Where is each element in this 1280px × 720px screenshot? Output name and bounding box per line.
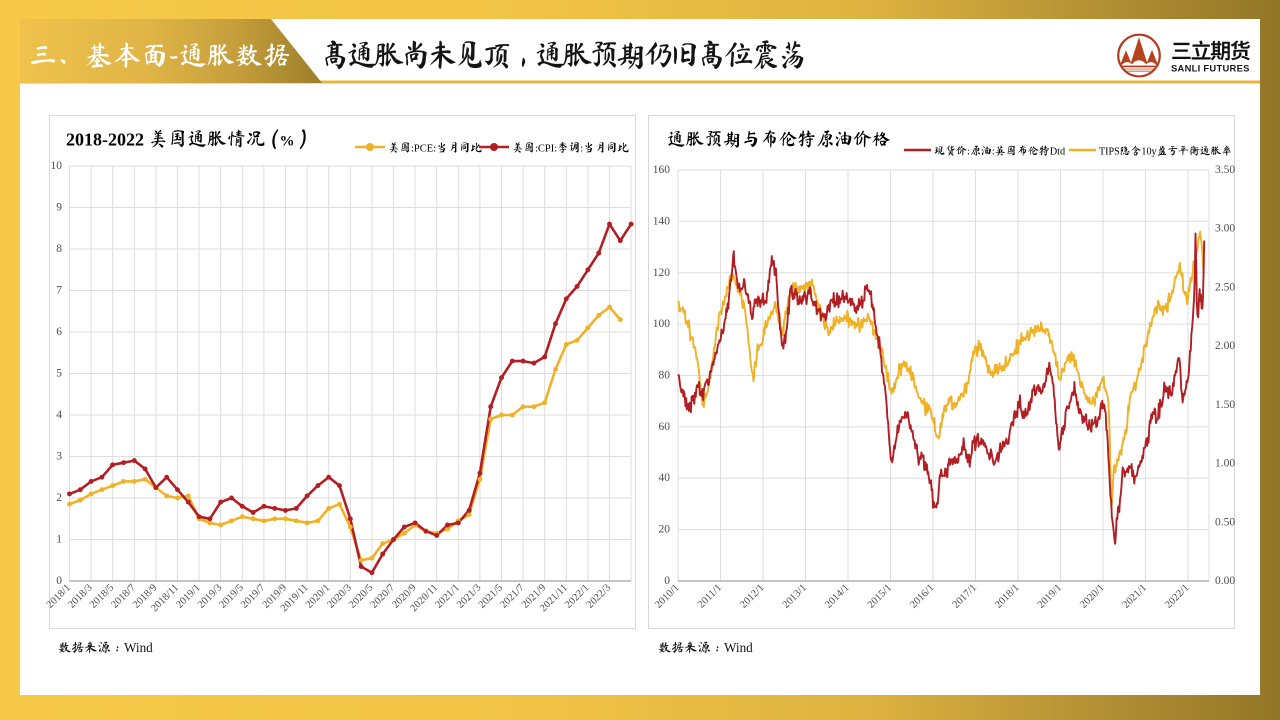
svg-text:120: 120 <box>653 267 671 279</box>
svg-text::PCE:: :PCE: <box>411 144 436 155</box>
svg-text:2011/1: 2011/1 <box>696 582 724 610</box>
svg-text:2016/1: 2016/1 <box>908 582 936 610</box>
svg-text:2014/1: 2014/1 <box>823 582 851 610</box>
svg-text:1: 1 <box>56 534 62 546</box>
svg-text:2.00: 2.00 <box>1215 340 1235 352</box>
svg-text:8: 8 <box>56 243 62 255</box>
svg-text:5: 5 <box>56 368 62 380</box>
svg-text:2018/1: 2018/1 <box>993 582 1021 610</box>
svg-text:2018-2022: 2018-2022 <box>66 130 144 150</box>
svg-text:3.50: 3.50 <box>1215 164 1235 176</box>
svg-text:2017/1: 2017/1 <box>951 582 979 610</box>
svg-text:60: 60 <box>659 421 671 433</box>
svg-text:10: 10 <box>51 160 63 172</box>
svg-text:40: 40 <box>659 472 671 484</box>
svg-text:2015/1: 2015/1 <box>866 582 894 610</box>
svg-text:0.50: 0.50 <box>1215 516 1235 528</box>
svg-text:0: 0 <box>56 575 62 587</box>
svg-text:3.00: 3.00 <box>1215 223 1235 235</box>
svg-text:140: 140 <box>653 215 671 227</box>
svg-text::: : <box>967 147 970 158</box>
svg-text::CPI:: :CPI: <box>535 144 557 155</box>
svg-text:0.00: 0.00 <box>1215 575 1235 587</box>
svg-text:Wind: Wind <box>124 640 153 655</box>
svg-text:10y: 10y <box>1141 147 1156 158</box>
svg-text:2.50: 2.50 <box>1215 281 1235 293</box>
svg-text:2021/1: 2021/1 <box>1121 582 1149 610</box>
svg-text:TIPS: TIPS <box>1099 147 1120 158</box>
svg-text:Dtd: Dtd <box>1050 147 1066 158</box>
svg-text::: : <box>992 147 995 158</box>
svg-text:100: 100 <box>653 318 671 330</box>
svg-text::: : <box>580 144 583 155</box>
svg-text:6: 6 <box>56 326 62 338</box>
svg-text:20: 20 <box>659 524 671 536</box>
svg-text:2022/1: 2022/1 <box>1163 582 1191 610</box>
svg-text:160: 160 <box>653 164 671 176</box>
svg-text:4: 4 <box>56 409 62 421</box>
svg-text:0: 0 <box>664 575 670 587</box>
svg-text:Wind: Wind <box>724 640 753 655</box>
svg-text:1.00: 1.00 <box>1215 458 1235 470</box>
svg-text:%: % <box>280 134 294 150</box>
svg-text:2020/1: 2020/1 <box>1078 582 1106 610</box>
svg-text:1.50: 1.50 <box>1215 399 1235 411</box>
svg-text:9: 9 <box>56 202 62 214</box>
svg-text:7: 7 <box>56 285 62 297</box>
svg-text:3: 3 <box>56 451 62 463</box>
svg-text:2019/1: 2019/1 <box>1036 582 1064 610</box>
svg-text:2012/1: 2012/1 <box>738 582 766 610</box>
svg-text:2013/1: 2013/1 <box>781 582 809 610</box>
svg-text:2022/3: 2022/3 <box>585 582 613 610</box>
svg-text:2: 2 <box>56 492 62 504</box>
svg-text:SANLI FUTURES: SANLI FUTURES <box>1171 63 1250 74</box>
svg-text:80: 80 <box>659 370 671 382</box>
